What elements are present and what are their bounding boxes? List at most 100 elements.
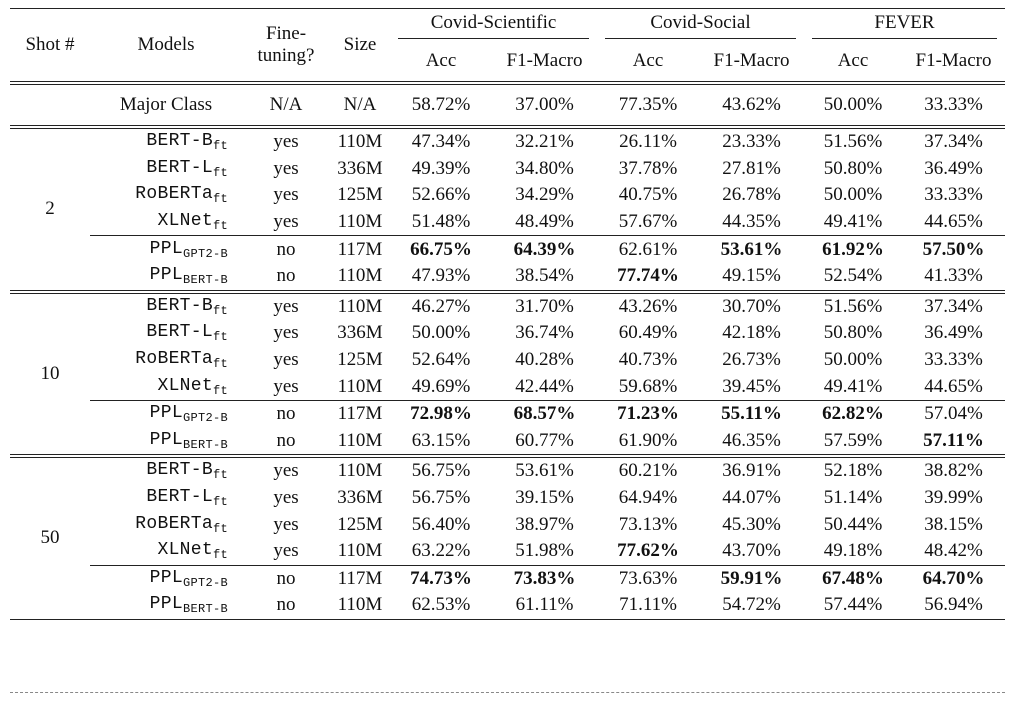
metric-value: 40.73% [618, 349, 678, 371]
size-cell: 110M [330, 289, 390, 321]
finetune-cell: yes [273, 375, 299, 397]
metric-value: 45.30% [722, 513, 781, 535]
model-base: BERT-B [146, 460, 213, 481]
major-value: 33.33% [902, 81, 1005, 127]
model-name: RoBERTaft [90, 182, 242, 209]
model-subscript: ft [212, 548, 228, 563]
metric-value: 36.49% [924, 322, 983, 344]
metric-value: 31.70% [492, 289, 597, 321]
metric-value: 62.53% [390, 592, 492, 620]
model-name: PPLBERT-B [90, 428, 242, 457]
metric-value: 63.15% [411, 429, 471, 451]
size-cell: 110M [330, 454, 390, 485]
metric-value: 23.33% [699, 125, 804, 156]
metric-value: 30.70% [699, 289, 804, 321]
size-cell: 110M [337, 429, 383, 451]
metric-value: 43.70% [722, 540, 781, 562]
metric-value: 50.00% [823, 349, 883, 371]
major-value: 58.72% [390, 81, 492, 127]
size-cell: 336M [337, 157, 383, 179]
size-cell: 110M [337, 265, 383, 287]
metric-value: 64.39% [492, 235, 597, 263]
model-subscript: BERT-B [182, 273, 228, 288]
metric-value: 51.14% [823, 487, 883, 509]
model-subscript: ft [212, 330, 228, 345]
results-table: Shot # Models Fine- tuning? Size Covid-S… [10, 8, 1005, 620]
metric-value: 53.61% [492, 454, 597, 485]
model-name: BERT-Bft [90, 289, 242, 321]
metric-value: 51.56% [804, 125, 902, 156]
model-base: RoBERTa [135, 513, 213, 534]
metric-value: 50.80% [823, 157, 883, 179]
model-name: BERT-Bft [90, 125, 242, 156]
model-base: PPL [149, 567, 183, 588]
finetune-cell: yes [273, 322, 299, 344]
size-cell: 117M [330, 399, 390, 428]
metric-value: 46.27% [390, 289, 492, 321]
metric-value: 48.42% [924, 540, 983, 562]
metric-value: 36.91% [699, 454, 804, 485]
model-subscript: ft [212, 468, 228, 483]
metric-value: 49.15% [722, 265, 781, 287]
table-row: 50 BERT-Bft yes 110M 56.75% 53.61% 60.21% 36.91… [10, 454, 1005, 620]
table-row: PPLBERT-B no 110M 62.53% 61.11% 71.11% 54.72% 5… [10, 592, 1005, 620]
table-row: RoBERTaft yes 125M 56.40% 38.97% 73.13% 45.30%… [10, 511, 1005, 538]
metric-value: 77.62% [617, 540, 679, 562]
finetune-cell: yes [273, 349, 299, 371]
finetune-cell: yes [273, 211, 299, 233]
metric-value: 49.41% [823, 211, 883, 233]
model-base: RoBERTa [135, 349, 213, 370]
metric-value: 73.63% [597, 564, 699, 593]
metric-value: 57.59% [823, 429, 883, 451]
size-cell: 117M [330, 564, 390, 593]
model-subscript: ft [212, 219, 228, 234]
metric-value: 39.99% [924, 487, 983, 509]
size-cell: 125M [337, 349, 383, 371]
model-subscript: GPT2-B [182, 411, 228, 426]
model-base: XLNet [157, 540, 213, 561]
metric-value: 52.18% [804, 454, 902, 485]
metric-value: 48.49% [515, 211, 574, 233]
model-name: RoBERTaft [90, 511, 242, 538]
model-name: BERT-Bft [90, 454, 242, 485]
table-row: 10 BERT-Bft yes 110M 46.27% 31.70% 43.26% 30.70… [10, 289, 1005, 457]
size-cell: 110M [330, 125, 390, 156]
table-row: PPLBERT-B no 110M 47.93% 38.54% 77.74% 49.15% 5… [10, 263, 1005, 292]
finetune-cell: yes [273, 487, 299, 509]
metric-value: 26.11% [597, 125, 699, 156]
model-subscript: ft [212, 139, 228, 154]
metric-value: 57.44% [804, 592, 902, 620]
model-subscript: ft [212, 192, 228, 207]
model-subscript: GPT2-B [182, 575, 228, 590]
major-model: Major Class [90, 81, 242, 127]
header-metric: F1-Macro [506, 50, 583, 71]
header-group-covid-scientific: Covid-Scientific [390, 8, 597, 41]
header-metric: F1-Macro [713, 50, 790, 71]
metric-value: 34.29% [515, 184, 574, 206]
model-name: XLNetft [90, 373, 242, 400]
model-name: BERT-Lft [90, 485, 242, 512]
metric-value: 50.44% [823, 513, 883, 535]
model-base: BERT-L [146, 322, 213, 343]
table-body: Shot # Models Fine- tuning? Size Covid-S… [10, 8, 1005, 620]
finetune-cell: no [242, 592, 330, 620]
metric-value: 64.70% [902, 564, 1005, 593]
model-name: PPLBERT-B [90, 592, 242, 620]
metric-value: 73.13% [618, 513, 678, 535]
major-class-row: Major Class N/A N/A 58.72% 37.00% 77.35%… [10, 81, 1005, 127]
table-row: XLNetft yes 110M 63.22% 51.98% 77.62% 43.70% 49… [10, 538, 1005, 565]
metric-value: 40.75% [618, 184, 678, 206]
metric-value: 53.61% [699, 235, 804, 263]
model-name: PPLGPT2-B [90, 235, 242, 263]
table-row: PPLBERT-B no 110M 63.15% 60.77% 61.90% 46.35% 5… [10, 428, 1005, 457]
finetune-cell: no [242, 235, 330, 263]
metric-value: 62.82% [804, 399, 902, 428]
header-metric: Acc [632, 50, 664, 71]
metric-value: 42.44% [515, 375, 574, 397]
size-cell: 125M [337, 184, 383, 206]
metric-value: 56.94% [902, 592, 1005, 620]
metric-value: 44.65% [924, 375, 983, 397]
finetune-cell: yes [273, 157, 299, 179]
header-row-groups: Shot # Models Fine- tuning? Size Covid-S… [10, 8, 1005, 83]
header-models: Models [90, 8, 242, 83]
